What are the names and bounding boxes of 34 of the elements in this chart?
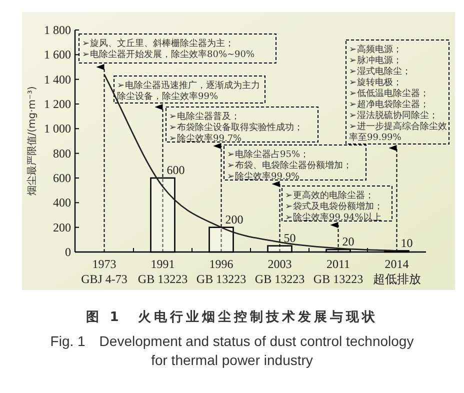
annotation: ➢旋风、文丘里、斜棒栅除尘器为主； ➢电除尘器开始发展，除尘效率80%~90% — [82, 38, 255, 60]
data-label: 20 — [342, 234, 354, 249]
y-tick-label: 1 000 — [44, 122, 71, 136]
text: ➢高频电源； ➢脉冲电源； ➢湿式电除尘； ➢旋转电极； ➢低低温电除尘器； ➢超净电袋除尘器； ➢湿法脱硫协同除尘； ➢进一步提高综合除尘效率至99.99% — [349, 45, 447, 143]
y-axis-title: 烟尘最严限值/(mg·m⁻³) — [26, 86, 38, 196]
bar — [326, 248, 351, 253]
y-tick-label: 1 800 — [44, 23, 71, 37]
data-label: 600 — [166, 163, 185, 177]
x-tick-label: 1973 GBJ 4-73 — [81, 257, 128, 286]
text: Fig. 1 Development and status of dust control technology for thermal power industry — [49, 332, 415, 370]
y-tick-label: 1 200 — [44, 97, 71, 111]
data-label: 200 — [225, 212, 244, 226]
y-tick-label: 1 600 — [44, 48, 71, 62]
x-tick-label: 2011 GB 13223 — [313, 257, 364, 286]
y-tick-label: 400 — [53, 196, 71, 210]
x-tick-label: 1991 GB 13223 — [138, 257, 188, 286]
data-label: 10 — [400, 236, 413, 250]
annotation: ➢更高效的电除尘器； ➢袋式及电袋份额增加； ➢除尘效率99.94%以上 — [285, 190, 383, 223]
bar — [267, 245, 292, 253]
bar — [150, 177, 176, 253]
bar — [208, 226, 234, 253]
annotation: ➢电除尘器迅速推广，逐渐成为主力除尘设备，除尘效率99% — [117, 80, 260, 102]
annotation: ➢电除尘器占95%； ➢布袋、电袋除尘器份额增加； ➢除尘效率99.9% — [227, 149, 352, 182]
y-tick-label: 800 — [53, 146, 71, 160]
y-tick-label: 0 — [65, 245, 71, 259]
y-tick-label: 600 — [53, 171, 71, 185]
annotation: ➢电除尘器普及； ➢布袋除尘设备取得实验性成功； ➢除尘效率99.7% — [169, 111, 303, 144]
y-tick-label: 200 — [53, 220, 71, 234]
x-tick-label: 2014 超低排放 — [372, 257, 421, 286]
data-label: 50 — [284, 230, 296, 245]
x-tick-label: 1996 GB 13223 — [196, 257, 246, 286]
y-tick-label: 1 400 — [44, 72, 71, 86]
x-tick-label: 2003 GB 13223 — [254, 257, 305, 286]
text: 图 1 火电行业烟尘控制技术发展与现状 — [85, 309, 379, 326]
